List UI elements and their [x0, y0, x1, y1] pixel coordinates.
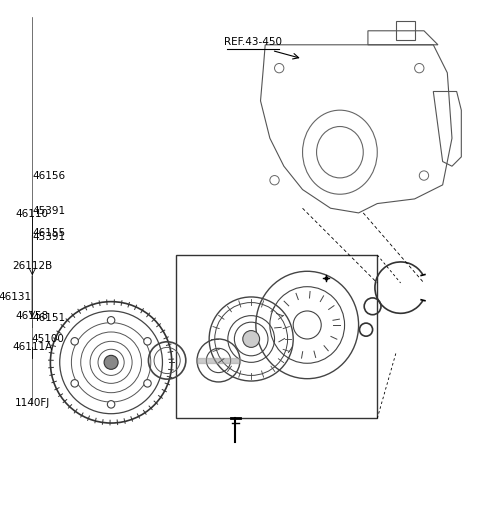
Ellipse shape: [104, 355, 118, 369]
Text: 46151: 46151: [32, 313, 65, 323]
Text: 46131: 46131: [0, 292, 32, 302]
Circle shape: [108, 316, 115, 324]
Ellipse shape: [243, 331, 260, 347]
Text: 45391: 45391: [33, 232, 66, 242]
Text: 45391: 45391: [33, 206, 66, 216]
Text: 45100: 45100: [32, 334, 65, 344]
Circle shape: [71, 379, 78, 387]
Circle shape: [144, 379, 151, 387]
Text: 46156: 46156: [33, 171, 66, 181]
Text: 46111A: 46111A: [12, 341, 52, 352]
Text: 1140FJ: 1140FJ: [14, 398, 50, 408]
Circle shape: [108, 401, 115, 408]
Circle shape: [144, 338, 151, 345]
Text: 46110: 46110: [15, 209, 48, 218]
Text: 26112B: 26112B: [12, 261, 52, 271]
Bar: [396, 21, 415, 40]
Circle shape: [71, 338, 78, 345]
Text: 46155: 46155: [32, 228, 65, 238]
Bar: [177, 255, 377, 419]
Text: REF.43-450: REF.43-450: [224, 37, 282, 47]
Text: 46158: 46158: [15, 311, 48, 321]
